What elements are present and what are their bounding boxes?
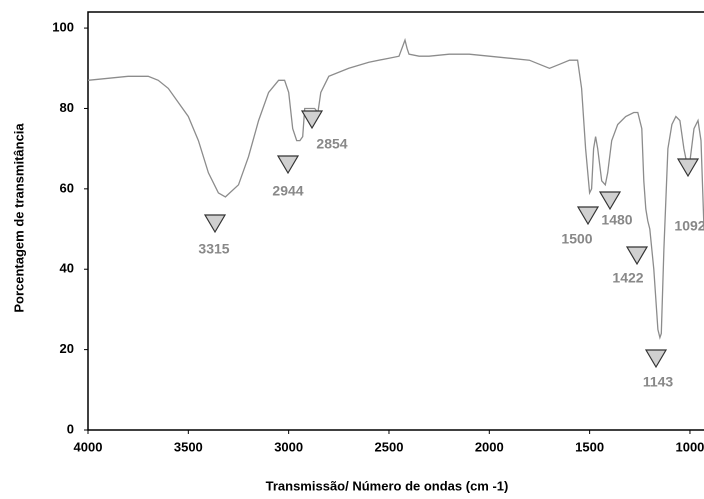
peak-label: 1143 (643, 374, 674, 390)
peak-marker (203, 214, 227, 234)
peak-marker (625, 246, 649, 266)
y-tick-label: 80 (60, 100, 74, 115)
x-tick-label: 2500 (375, 439, 404, 454)
x-tick-label: 1000 (675, 439, 704, 454)
x-tick-label: 3500 (174, 439, 203, 454)
y-tick-label: 0 (67, 421, 74, 436)
peak-label: 1092 (674, 218, 704, 234)
spectrum-line (87, 37, 704, 340)
peak-marker (644, 349, 668, 369)
y-tick-label: 40 (60, 261, 74, 276)
peak-marker (676, 158, 700, 178)
x-tick-label: 2000 (475, 439, 504, 454)
peak-marker (276, 155, 300, 175)
peak-marker (300, 110, 324, 130)
peak-label: 2854 (316, 136, 347, 152)
x-tick-label: 3000 (274, 439, 303, 454)
peak-marker (576, 206, 600, 226)
plot-frame (87, 11, 704, 431)
y-axis-title: Porcentagem de transmitância (11, 123, 26, 313)
peak-label: 1500 (561, 231, 592, 247)
peak-label: 2944 (272, 183, 303, 199)
peak-label: 1480 (601, 212, 632, 228)
peak-label: 1422 (612, 270, 643, 286)
peak-marker (598, 191, 622, 211)
y-tick-label: 20 (60, 341, 74, 356)
peak-label: 3315 (198, 241, 229, 257)
x-tick-label: 1500 (575, 439, 604, 454)
x-tick-label: 4000 (74, 439, 103, 454)
y-tick-label: 100 (52, 20, 74, 35)
y-tick-label: 60 (60, 180, 74, 195)
x-axis-title: Transmissão/ Número de ondas (cm -1) (266, 478, 509, 493)
